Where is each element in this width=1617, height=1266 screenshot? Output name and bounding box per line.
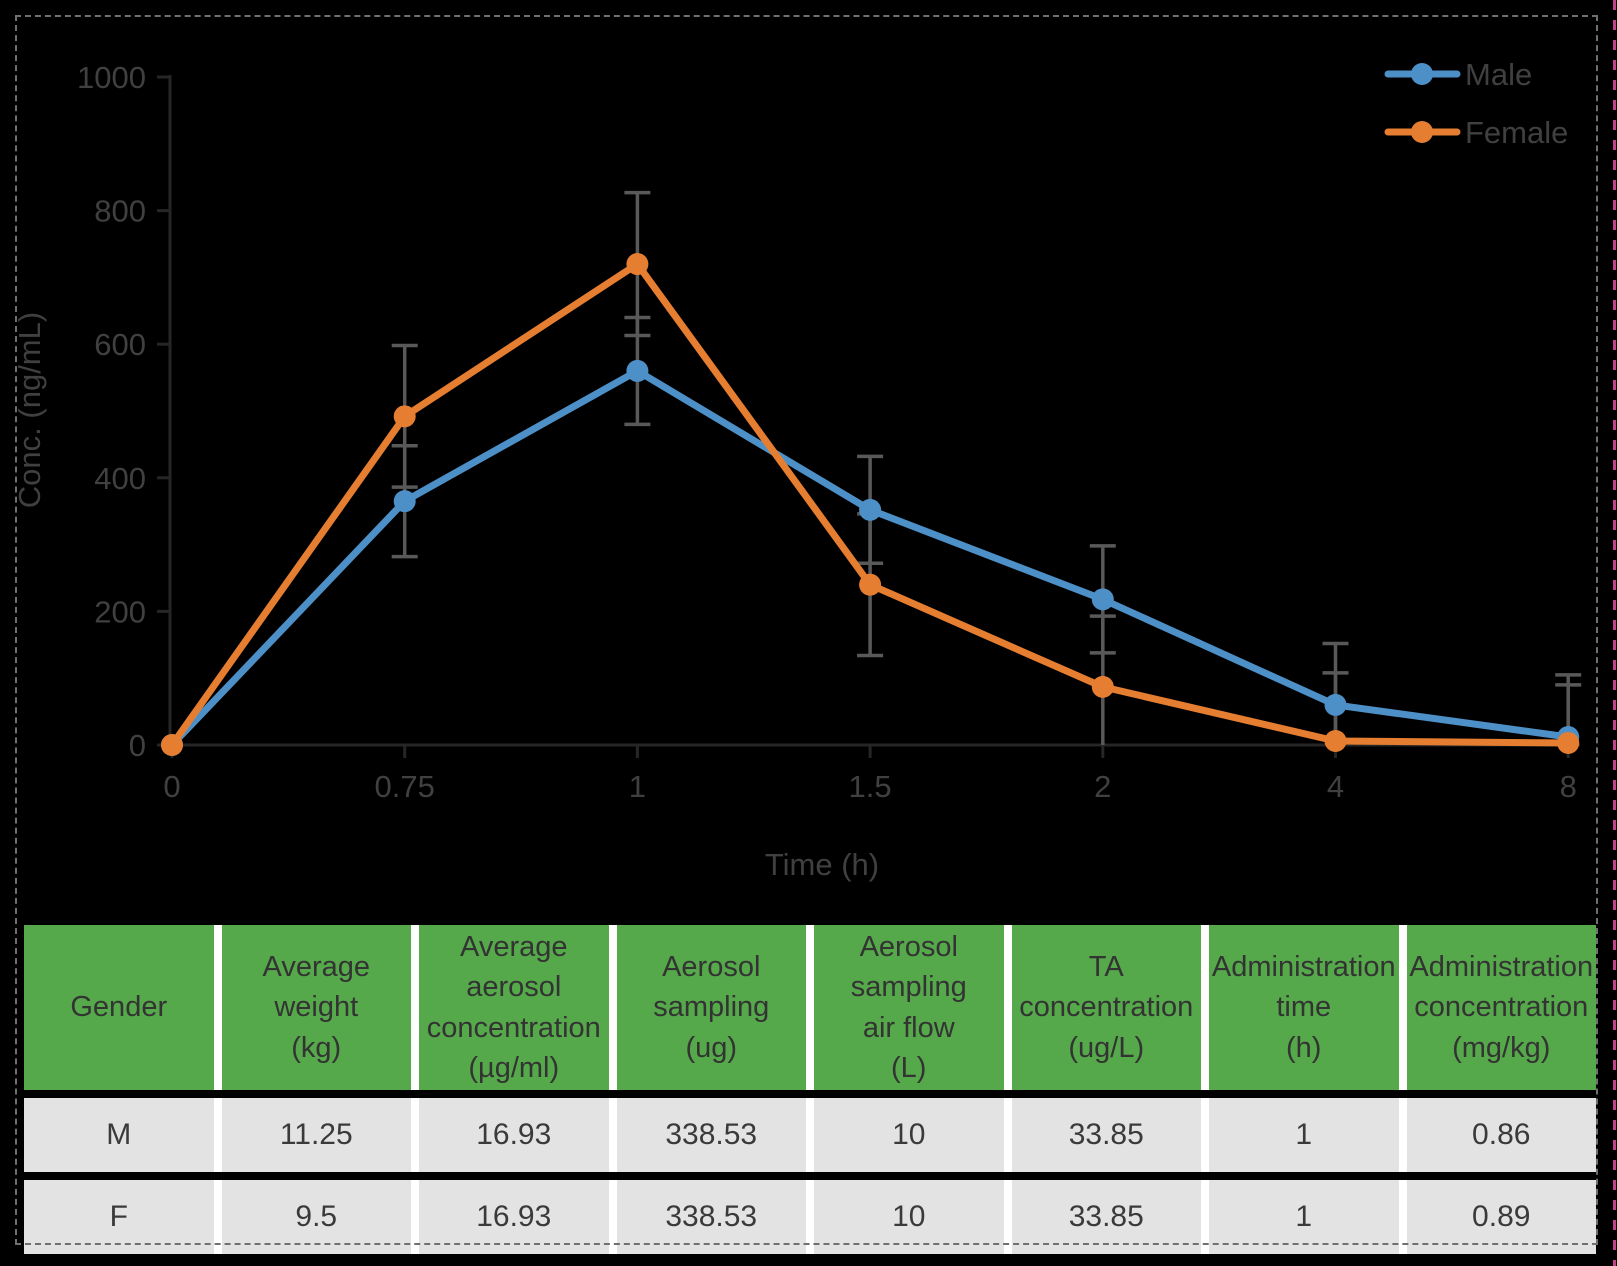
table-header-cell: Average aerosol concentration (µg/ml): [419, 925, 609, 1090]
female-data-point: [393, 405, 416, 428]
female-data-point: [1324, 729, 1347, 752]
x-tick-label: 4: [1327, 769, 1344, 804]
table-cell: 1: [1209, 1098, 1399, 1172]
table-cell: 10: [814, 1180, 1004, 1254]
table-row-m: M 11.25 16.93 338.53 10 33.85 1 0.86: [24, 1098, 1596, 1172]
table-header-cell: TA concentration (ug/L): [1011, 925, 1201, 1090]
y-axis-title: Conc. (ng/mL): [12, 312, 47, 508]
table-cell: 33.85: [1011, 1098, 1201, 1172]
female-data-point: [1557, 731, 1580, 754]
y-tick-label: 400: [94, 461, 146, 496]
table-cell: 33.85: [1011, 1180, 1201, 1254]
female-data-point: [626, 253, 649, 276]
male-data-point: [393, 490, 416, 513]
male-data-point: [1091, 588, 1114, 611]
male-data-point: [859, 498, 882, 521]
table-row-f: F 9.5 16.93 338.53 10 33.85 1 0.89: [24, 1180, 1596, 1254]
female-data-point: [161, 734, 183, 756]
table-cell: 338.53: [616, 1098, 806, 1172]
table-header-cell: Gender: [24, 925, 214, 1090]
table-cell: 0.89: [1406, 1180, 1596, 1254]
x-axis-title: Time (h): [765, 847, 879, 882]
table-cell: 9.5: [221, 1180, 411, 1254]
table-cell: 1: [1209, 1180, 1399, 1254]
female-data-point: [1091, 675, 1114, 698]
x-tick-label: 1.5: [849, 769, 892, 804]
table-cell: M: [24, 1098, 214, 1172]
table-cell: 0.86: [1406, 1098, 1596, 1172]
dosing-parameters-table: Gender Average weight (kg) Average aerosol…: [24, 925, 1596, 1262]
table-cell: 338.53: [616, 1180, 806, 1254]
male-data-point: [1324, 693, 1347, 716]
table-cell: 11.25: [221, 1098, 411, 1172]
concentration-time-chart: 0 200 400 600 800 1000 0 0.75 1 1.5 2 4 8 Conc. (ng/m…: [12, 57, 1582, 882]
female-data-point: [859, 573, 882, 596]
y-tick-label: 200: [94, 594, 146, 629]
table-header-cell: Aerosol sampling air flow (L): [814, 925, 1004, 1090]
x-tick-label: 2: [1094, 769, 1111, 804]
legend-marker-male: [1411, 63, 1433, 85]
y-tick-label: 600: [94, 327, 146, 362]
y-tick-label: 800: [94, 194, 146, 229]
y-tick-label: 1000: [77, 60, 146, 95]
table-header-row: Gender Average weight (kg) Average aerosol…: [24, 925, 1596, 1090]
table-header-cell: Aerosol sampling (ug): [616, 925, 806, 1090]
table-cell: 16.93: [419, 1180, 609, 1254]
table-header-cell: Administration time (h): [1209, 925, 1399, 1090]
x-tick-label: 0.75: [375, 769, 435, 804]
legend-marker-female: [1411, 121, 1433, 143]
table-cell: 10: [814, 1098, 1004, 1172]
x-tick-label: 8: [1560, 769, 1577, 804]
table-header-cell: Administration concentration (mg/kg): [1406, 925, 1596, 1090]
y-tick-label: 0: [129, 728, 146, 763]
x-tick-label: 0: [163, 769, 180, 804]
table-cell: 16.93: [419, 1098, 609, 1172]
male-data-point: [626, 359, 649, 382]
table-cell: F: [24, 1180, 214, 1254]
table-header-cell: Average weight (kg): [221, 925, 411, 1090]
legend-label-male: Male: [1465, 57, 1532, 92]
legend-label-female: Female: [1465, 115, 1568, 150]
x-tick-label: 1: [629, 769, 646, 804]
